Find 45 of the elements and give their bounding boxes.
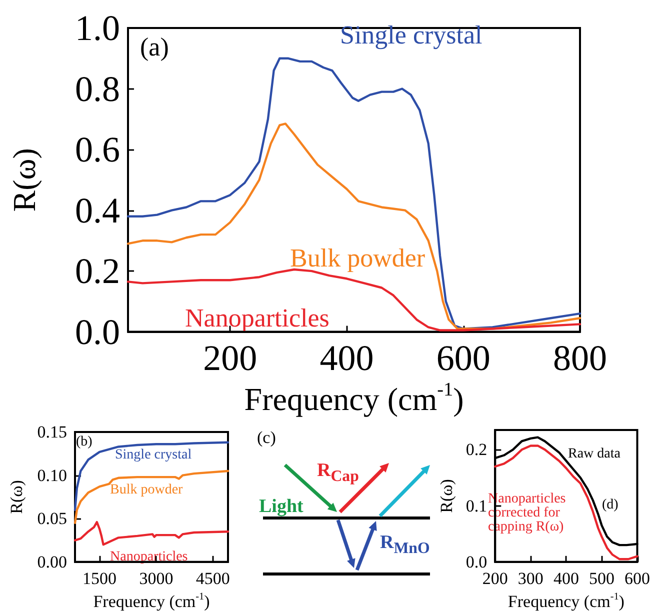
line-series xyxy=(74,470,230,524)
annotation: (d) xyxy=(602,498,619,512)
y-tick-label: 0.6 xyxy=(75,130,120,170)
annotation: (b) xyxy=(76,434,93,450)
y-tick-label: 0.4 xyxy=(75,190,120,230)
x-tick-label: 200 xyxy=(203,338,258,378)
y-axis-title: R(ω) xyxy=(6,148,42,212)
y-tick-label: 1.0 xyxy=(75,8,120,48)
y-tick-label: 0.00 xyxy=(37,552,67,572)
text: R$_{Cap}$ xyxy=(317,460,359,486)
x-tick-label: 1500 xyxy=(82,568,117,588)
x-tick-label: 300 xyxy=(518,568,544,588)
series-label: Raw data xyxy=(568,446,622,462)
x-tick-label: 200 xyxy=(482,568,508,588)
series-label: Nanoparticles xyxy=(185,304,330,332)
y-tick-label: 0.15 xyxy=(37,422,67,442)
series-label: Single crystal xyxy=(340,20,482,50)
y-axis-title: R(ω) xyxy=(7,480,26,514)
y-tick-label: 0.05 xyxy=(37,509,67,528)
x-tick-label: 800 xyxy=(553,338,607,378)
text: (c) xyxy=(257,428,276,448)
series-label: Bulk powder xyxy=(290,244,426,272)
text: Light xyxy=(259,496,304,518)
x-tick-label: 500 xyxy=(588,568,614,588)
y-tick-label: 0.2 xyxy=(466,440,488,460)
line-series xyxy=(74,520,230,546)
y-axis-title: R(ω) xyxy=(437,479,456,513)
y-tick-label: 0.1 xyxy=(466,496,488,516)
x-tick-label: 400 xyxy=(320,338,374,378)
x-tick-label: 400 xyxy=(553,568,579,588)
y-tick-label: 0.0 xyxy=(75,312,120,352)
x-tick-label: 600 xyxy=(624,568,650,588)
text: R$_{MnO}$ xyxy=(380,532,430,558)
series-label: Single crystal xyxy=(115,448,192,462)
x-tick-label: 4500 xyxy=(196,568,230,588)
line-series xyxy=(126,122,582,330)
y-tick-label: 0.0 xyxy=(466,552,488,572)
series-label: Bulk powder xyxy=(110,482,184,498)
y-tick-label: 0.2 xyxy=(75,251,120,292)
y-tick-label: 0.10 xyxy=(37,466,67,485)
x-tick-label: 3000 xyxy=(139,568,174,588)
x-tick-label: 600 xyxy=(436,338,490,378)
annotation: (a) xyxy=(140,32,169,62)
series-label: Nanoparticles xyxy=(110,550,188,564)
y-tick-label: 0.8 xyxy=(75,68,120,109)
